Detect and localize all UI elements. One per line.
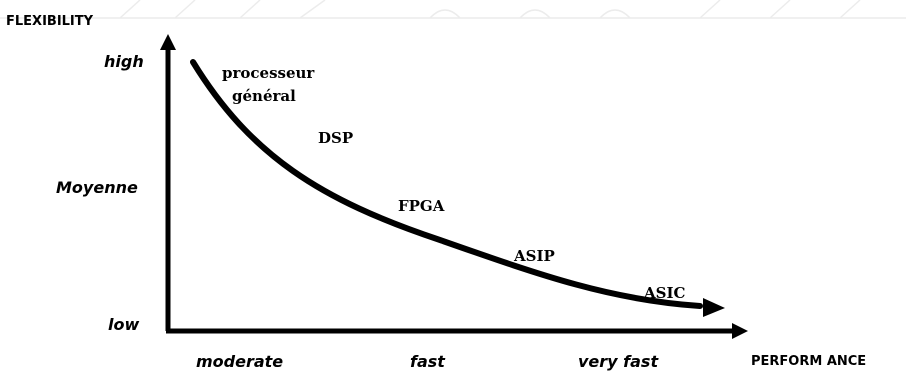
- label-dsp: DSP: [318, 129, 353, 147]
- y-axis: [160, 34, 176, 331]
- label-fpga: FPGA: [398, 197, 445, 215]
- label-asip: ASIP: [513, 247, 555, 265]
- curve-arrowhead: [703, 298, 725, 317]
- label-processeur: processeur: [222, 64, 315, 82]
- y-tick-high: high: [104, 52, 144, 71]
- y-tick-low: low: [108, 315, 139, 334]
- background-decoration: [0, 0, 906, 19]
- x-tick-very-fast: very fast: [578, 352, 659, 371]
- x-axis-arrowhead: [732, 323, 748, 339]
- y-axis-title: FLEXIBILITY: [6, 14, 94, 29]
- y-tick-moyenne: Moyenne: [56, 178, 138, 197]
- x-axis: [166, 323, 748, 339]
- label-general: général: [232, 87, 296, 105]
- x-tick-moderate: moderate: [196, 352, 283, 371]
- y-axis-arrowhead: [160, 34, 176, 50]
- x-tick-fast: fast: [410, 352, 446, 371]
- label-asic: ASIC: [643, 284, 685, 302]
- tradeoff-curve: [190, 59, 725, 317]
- x-axis-title: PERFORM ANCE: [751, 354, 866, 369]
